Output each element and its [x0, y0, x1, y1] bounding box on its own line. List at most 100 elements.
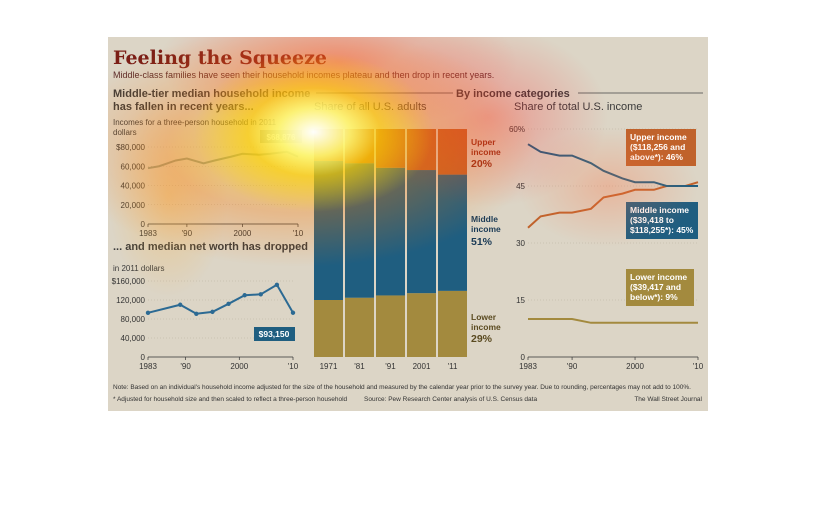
income-x-ticks: 1983 '90 2000 '10 — [139, 224, 304, 238]
share-x-ticks: 1983 '90 2000 '10 — [519, 357, 704, 371]
data-point — [194, 311, 199, 316]
share-lower-text-3: below*): 9% — [630, 292, 678, 302]
data-point — [210, 309, 215, 315]
y-tick-label: 0 — [141, 353, 146, 362]
bar-segment — [376, 295, 405, 357]
adults-lower-label: Lower income 29% — [471, 312, 501, 345]
y-tick-label: 60,000 — [121, 162, 146, 171]
infographic-svg: Feeling the Squeeze Middle-class familie… — [112, 47, 704, 403]
income-heading-line-2: has fallen in recent years... — [113, 101, 254, 113]
upper-label-pct: 20% — [471, 158, 493, 170]
lower-label-pct: 29% — [471, 333, 493, 345]
networth-y-ticks: 0 40,000 80,000 120,000 $160,000 — [112, 277, 146, 362]
upper-label-line-2: income — [471, 147, 501, 157]
x-tick-label: '90 — [180, 362, 191, 371]
y-tick-label: $80,000 — [116, 143, 145, 152]
share-middle-callout: Middle income ($39,418 to $118,255*): 45… — [626, 202, 698, 239]
bar-segment — [407, 129, 436, 171]
x-tick-label: 2000 — [230, 362, 248, 371]
y-tick-label: 40,000 — [121, 182, 146, 191]
footnote-source: Source: Pew Research Center analysis of … — [364, 396, 537, 403]
bar-category-label: 1971 — [320, 362, 338, 371]
x-tick-label: '90 — [182, 229, 193, 238]
adults-x-ticks: 1971 '81 '91 2001 '11 — [320, 362, 458, 371]
y-tick-label: 60% — [509, 125, 525, 134]
bar-segment — [407, 170, 436, 294]
x-tick-label: 1983 — [139, 229, 157, 238]
networth-callout-label: $93,150 — [259, 329, 290, 339]
y-tick-label: 0 — [521, 353, 526, 362]
networth-gridlines — [148, 280, 293, 358]
chart-subtitle: Middle-class families have seen their ho… — [113, 70, 494, 80]
data-point — [258, 292, 263, 297]
infographic-card: Feeling the Squeeze Middle-class familie… — [108, 37, 708, 411]
y-tick-label: 0 — [141, 220, 146, 229]
income-y-ticks: 0 20,000 40,000 60,000 $80,000 — [116, 143, 145, 229]
chart-title: Feeling the Squeeze — [113, 47, 327, 69]
y-tick-label: 40,000 — [121, 334, 146, 343]
income-units-line-2: dollars — [113, 128, 137, 137]
adults-bars — [314, 129, 467, 357]
data-point — [226, 301, 231, 306]
income-heading-line-1: Middle-tier median household income — [113, 88, 310, 100]
data-point — [274, 282, 280, 287]
lower-label-line-2: income — [471, 322, 501, 332]
y-tick-label: 20,000 — [121, 201, 146, 210]
bar-segment — [376, 167, 405, 296]
adults-upper-label: Upper income 20% — [471, 137, 501, 170]
share-income-heading: Share of total U.S. income — [514, 101, 642, 113]
bar-category-label: '11 — [448, 362, 458, 371]
adults-heading: Share of all U.S. adults — [314, 101, 427, 113]
middle-label-line-2: income — [471, 224, 501, 234]
bar-category-label: '81 — [354, 362, 365, 371]
x-tick-label: '90 — [567, 362, 578, 371]
share-upper-text-1: Upper income — [630, 132, 687, 142]
bar-segment — [345, 297, 374, 357]
upper-label-line-1: Upper — [471, 137, 496, 147]
income-series-line — [147, 150, 299, 170]
x-tick-label: '10 — [693, 362, 704, 371]
y-tick-label: $160,000 — [112, 277, 146, 286]
bar-segment — [314, 129, 343, 161]
x-tick-label: 1983 — [139, 362, 157, 371]
y-tick-label: 15 — [516, 296, 525, 305]
footnote-note: Note: Based on an individual's household… — [113, 384, 691, 391]
x-tick-label: 1983 — [519, 362, 537, 371]
share-lower-callout: Lower income ($39,417 and below*): 9% — [626, 269, 694, 306]
lower-label-line-1: Lower — [471, 312, 497, 322]
networth-x-ticks: 1983 '90 2000 '10 — [139, 357, 299, 371]
x-tick-label: 2000 — [626, 362, 644, 371]
adults-middle-label: Middle income 51% — [471, 214, 501, 248]
footnote-publisher: The Wall Street Journal — [634, 396, 702, 403]
bar-segment — [314, 160, 343, 300]
share-y-ticks: 0 15 30 45 60% — [509, 125, 526, 362]
y-tick-label: 30 — [516, 239, 525, 248]
share-upper-text-2: ($118,256 and — [630, 142, 685, 152]
y-tick-label: 80,000 — [121, 315, 146, 324]
categories-heading: By income categories — [456, 88, 570, 100]
share-lower-line — [528, 318, 698, 324]
bar-segment — [407, 293, 436, 357]
bar-category-label: 2001 — [413, 362, 431, 371]
bar-segment — [314, 300, 343, 357]
bar-segment — [376, 129, 405, 168]
share-lower-text-2: ($39,417 and — [630, 282, 681, 292]
income-callout-label: $68,876 — [267, 133, 296, 142]
share-lower-text-1: Lower income — [630, 272, 687, 282]
data-point — [290, 310, 296, 315]
data-point — [145, 310, 151, 316]
x-tick-label: 2000 — [234, 229, 252, 238]
middle-label-pct: 51% — [471, 236, 493, 248]
bar-segment — [438, 129, 467, 175]
share-upper-callout: Upper income ($118,256 and above*): 46% — [626, 129, 696, 166]
networth-series-line — [147, 283, 294, 315]
x-tick-label: '10 — [293, 229, 304, 238]
bar-segment — [345, 163, 374, 298]
share-middle-text-1: Middle income — [630, 205, 689, 215]
bar-segment — [438, 290, 467, 357]
share-upper-text-3: above*): 46% — [630, 152, 683, 162]
bar-segment — [345, 129, 374, 164]
footnote-asterisk: * Adjusted for household size and then s… — [113, 396, 348, 403]
bar-segment — [438, 174, 467, 291]
share-middle-text-2: ($39,418 to — [630, 215, 674, 225]
